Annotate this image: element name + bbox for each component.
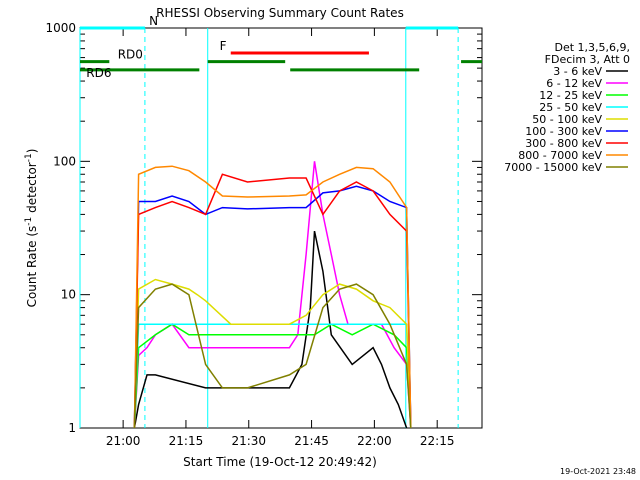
y-axis-label-sup: -1	[24, 153, 34, 162]
x-tick-label: 22:00	[357, 434, 392, 448]
series-lines	[133, 161, 412, 429]
y-tick-label: 1	[68, 421, 76, 435]
legend-entry: 7000 - 15000 keV	[504, 161, 602, 174]
legend-entry: 3 - 6 keV	[553, 65, 602, 78]
axis-ticks: 21:00 21:15 21:30 21:45 22:00 22:15 1 10 100 1000	[45, 21, 482, 448]
legend-entry: 50 - 100 keV	[532, 113, 602, 126]
series-line	[133, 278, 412, 429]
status-bar-label: RD6	[86, 66, 111, 80]
x-tick-label: 21:00	[106, 434, 141, 448]
series-line	[133, 165, 412, 429]
series-line	[133, 283, 412, 429]
series-line	[133, 185, 412, 429]
status-bars: N F RD0 RD6	[80, 14, 482, 80]
y-axis-label-part: Count Rate (s	[25, 226, 39, 308]
cyan-vertical-lines	[79, 28, 459, 428]
legend-entry: 6 - 12 keV	[546, 77, 602, 90]
series-line	[133, 230, 408, 429]
y-tick-label: 1000	[45, 21, 76, 35]
y-axis-label-part: detector	[25, 162, 39, 217]
chart-title: RHESSI Observing Summary Count Rates	[156, 6, 404, 20]
x-axis-label: Start Time (19-Oct-12 20:49:42)	[183, 455, 377, 469]
status-bar-label: RD0	[118, 48, 143, 62]
legend-header: FDecim 3, Att 0	[545, 53, 630, 66]
legend: Det 1,3,5,6,9,FDecim 3, Att 03 - 6 keV6 …	[504, 41, 630, 174]
series-line	[133, 323, 412, 429]
legend-entry: 300 - 800 keV	[525, 137, 602, 150]
status-bar-label: N	[149, 14, 158, 28]
y-axis-label-sup: -1	[24, 217, 34, 226]
plot-frame	[79, 27, 483, 429]
legend-entry: 800 - 7000 keV	[518, 149, 602, 162]
legend-entry: 25 - 50 keV	[539, 101, 602, 114]
x-tick-label: 21:45	[294, 434, 329, 448]
y-axis-label-part: )	[25, 149, 39, 154]
x-tick-label: 22:15	[420, 434, 455, 448]
legend-entry: 100 - 300 keV	[525, 125, 602, 138]
x-tick-label: 21:30	[231, 434, 266, 448]
footer-date: 19-Oct-2021 23:48	[560, 467, 636, 476]
legend-entry: 12 - 25 keV	[539, 89, 602, 102]
x-tick-label: 21:15	[169, 434, 204, 448]
y-tick-label: 10	[61, 288, 76, 302]
legend-header: Det 1,3,5,6,9,	[554, 41, 630, 54]
series-line	[133, 173, 412, 429]
y-axis-label: Count Rate (s-1 detector-1)	[24, 149, 39, 308]
y-tick-label: 100	[53, 154, 76, 168]
series-line	[133, 323, 412, 429]
status-bar-label: F	[220, 39, 227, 53]
